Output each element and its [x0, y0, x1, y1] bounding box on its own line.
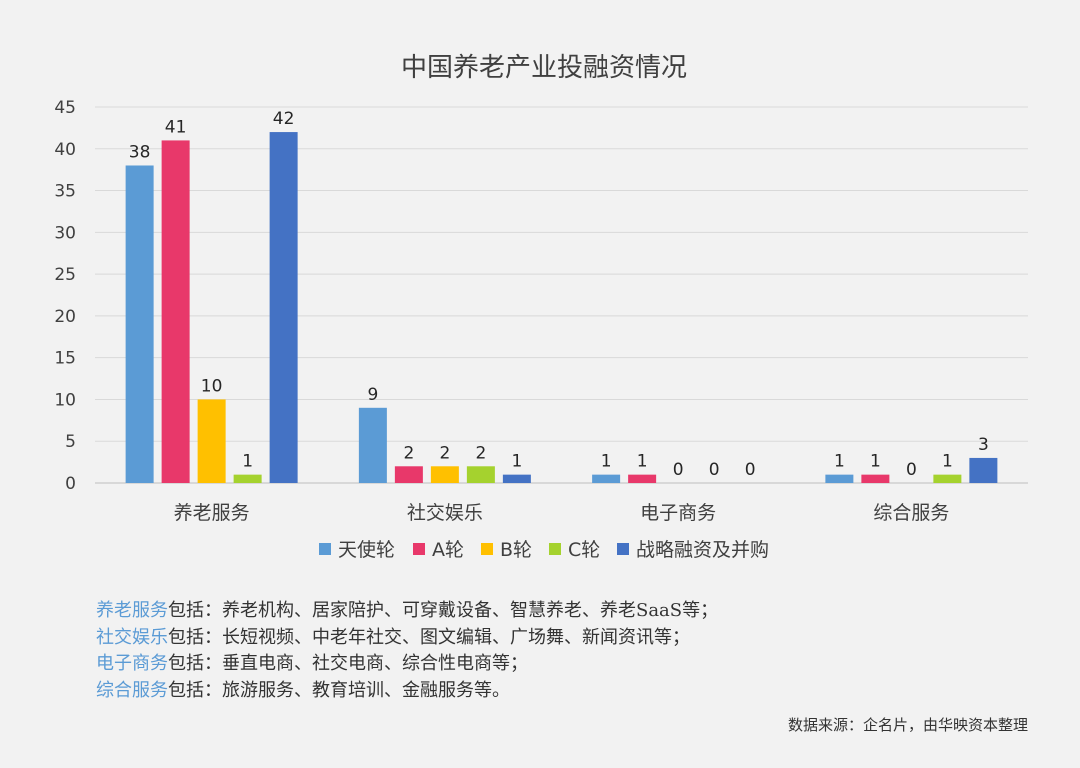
data-label: 10	[201, 376, 223, 396]
data-label: 0	[709, 460, 720, 480]
data-label: 2	[475, 443, 486, 463]
legend-swatch	[413, 543, 425, 555]
note-key: 养老服务	[96, 600, 168, 621]
y-tick-label: 35	[54, 182, 76, 202]
data-label: 1	[942, 452, 953, 472]
data-label: 1	[511, 452, 522, 472]
y-tick-label: 5	[65, 432, 76, 452]
bar	[197, 399, 226, 483]
gridlines	[95, 106, 1028, 484]
data-label: 1	[601, 452, 612, 472]
y-tick-label: 45	[54, 98, 76, 118]
bar	[933, 474, 962, 483]
bar	[825, 474, 854, 483]
legend-swatch	[319, 543, 331, 555]
y-tick-label: 20	[54, 307, 76, 327]
bar	[969, 457, 998, 483]
bar	[502, 474, 531, 483]
data-label: 42	[273, 109, 295, 129]
data-label: 1	[870, 452, 881, 472]
bar	[233, 474, 262, 483]
bar	[628, 474, 657, 483]
y-tick-label: 25	[54, 265, 76, 285]
y-tick-label: 0	[65, 474, 76, 494]
category-notes: 养老服务包括：养老机构、居家陪护、可穿戴设备、智慧养老、养老SaaS等； 社交娱…	[96, 598, 718, 704]
data-label: 41	[165, 117, 187, 137]
chart-title: 中国养老产业投融资情况	[401, 53, 687, 83]
category-label: 社交娱乐	[407, 502, 483, 524]
bars	[125, 132, 998, 484]
note-text: 包括：养老机构、居家陪护、可穿戴设备、智慧养老、养老SaaS等；	[168, 600, 719, 621]
legend-label: 天使轮	[338, 539, 395, 561]
note-key: 社交娱乐	[96, 626, 168, 648]
y-axis-ticks: 0 5 10 15 20 25 30 35 40 45	[54, 98, 76, 494]
legend: 天使轮 A轮 B轮 C轮 战略融资及并购	[319, 539, 769, 561]
legend-label: B轮	[500, 539, 532, 561]
data-source: 数据来源：企名片，由华映资本整理	[787, 716, 1028, 734]
bar	[861, 474, 890, 483]
data-label: 38	[129, 142, 151, 162]
legend-label: C轮	[568, 539, 600, 561]
bar	[466, 466, 495, 483]
legend-label: A轮	[432, 539, 464, 561]
bar	[358, 407, 387, 483]
legend-label: 战略融资及并购	[636, 539, 769, 561]
bar	[125, 165, 154, 483]
legend-swatch	[549, 543, 561, 555]
note-key: 电子商务	[96, 653, 168, 674]
legend-swatch	[617, 543, 629, 555]
category-label: 综合服务	[873, 502, 949, 524]
legend-swatch	[481, 543, 493, 555]
note-line-social-entertainment: 社交娱乐包括：长短视频、中老年社交、图文编辑、广场舞、新闻资讯等；	[96, 625, 718, 652]
category-label: 电子商务	[640, 502, 716, 524]
data-label: 1	[242, 452, 253, 472]
data-label: 3	[978, 435, 989, 455]
data-label: 0	[745, 460, 756, 480]
note-line-elderly-service: 养老服务包括：养老机构、居家陪护、可穿戴设备、智慧养老、养老SaaS等；	[96, 598, 718, 625]
note-line-ecommerce: 电子商务包括：垂直电商、社交电商、综合性电商等；	[96, 651, 718, 678]
data-label: 0	[673, 460, 684, 480]
bar	[269, 132, 298, 484]
data-label: 9	[367, 385, 378, 405]
x-axis-categories: 养老服务 社交娱乐 电子商务 综合服务	[174, 502, 950, 524]
bar	[161, 140, 190, 483]
category-label: 养老服务	[174, 502, 250, 524]
data-label: 1	[637, 452, 648, 472]
note-text: 包括：垂直电商、社交电商、综合性电商等；	[168, 653, 528, 674]
note-text: 包括：长短视频、中老年社交、图文编辑、广场舞、新闻资讯等；	[168, 626, 690, 648]
y-tick-label: 30	[54, 223, 76, 243]
y-tick-label: 40	[54, 140, 76, 160]
note-text: 包括：旅游服务、教育培训、金融服务等。	[168, 679, 510, 701]
data-label: 0	[906, 460, 917, 480]
note-line-integrated-service: 综合服务包括：旅游服务、教育培训、金融服务等。	[96, 678, 718, 705]
note-key: 综合服务	[96, 679, 168, 701]
y-tick-label: 15	[54, 349, 76, 369]
bar	[430, 466, 459, 483]
data-label: 2	[403, 443, 414, 463]
data-label: 2	[439, 443, 450, 463]
bar	[592, 474, 621, 483]
bar	[394, 466, 423, 483]
data-label: 1	[834, 452, 845, 472]
y-tick-label: 10	[54, 390, 76, 410]
